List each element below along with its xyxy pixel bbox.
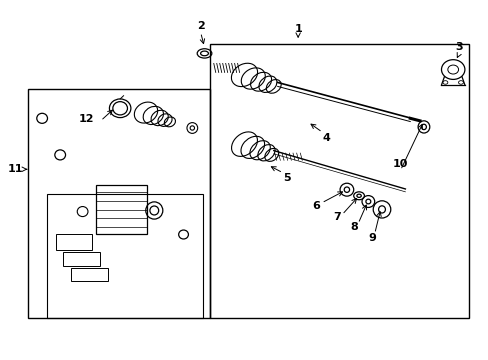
- Text: 9: 9: [367, 233, 375, 243]
- Bar: [56, 234, 92, 250]
- Text: 8: 8: [349, 222, 357, 232]
- Text: 2: 2: [196, 21, 204, 31]
- Text: 11: 11: [7, 164, 23, 174]
- Text: 12: 12: [78, 114, 94, 124]
- Text: 4: 4: [322, 133, 330, 143]
- Bar: [96, 185, 147, 234]
- Bar: [71, 267, 108, 281]
- Text: 1: 1: [294, 24, 302, 35]
- Text: 7: 7: [333, 212, 340, 221]
- Text: 6: 6: [312, 201, 320, 211]
- Bar: [63, 252, 100, 266]
- Text: 3: 3: [454, 42, 462, 52]
- Text: 10: 10: [392, 159, 407, 169]
- Text: 5: 5: [283, 173, 290, 183]
- Bar: [27, 89, 210, 318]
- Bar: [210, 44, 468, 318]
- Bar: [47, 194, 203, 318]
